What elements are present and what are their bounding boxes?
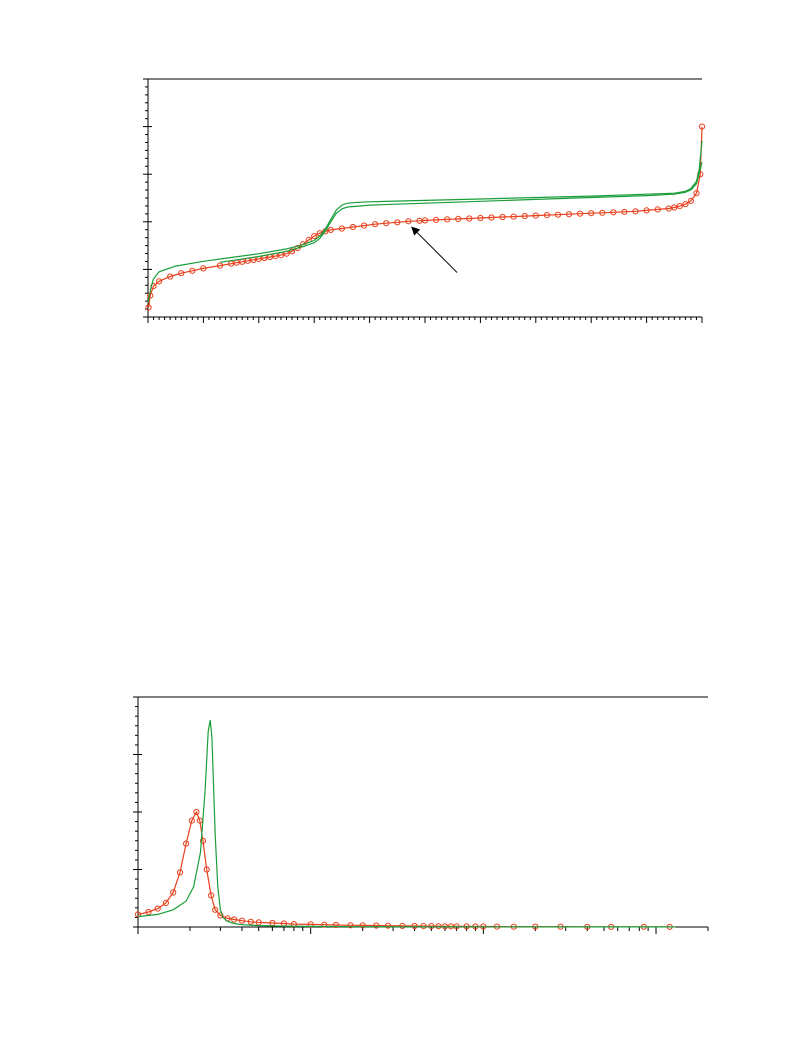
data-point (199, 837, 207, 844)
data-point (332, 921, 339, 929)
data-point (193, 808, 200, 816)
data-point (384, 922, 391, 929)
data-point (217, 912, 224, 919)
plot-top (143, 78, 706, 323)
data-point (499, 213, 506, 221)
data-point (189, 267, 196, 274)
data-point (311, 233, 318, 240)
data-point (188, 817, 195, 824)
data-point (307, 921, 314, 928)
data-point (510, 213, 517, 220)
data-point (521, 213, 528, 220)
data-point (176, 869, 184, 876)
data-point (231, 916, 238, 923)
data-point (383, 220, 390, 227)
data-point (643, 207, 650, 214)
data-point (361, 222, 368, 229)
data-point (167, 273, 174, 280)
annotation-arrow-head (411, 226, 421, 236)
data-point (610, 209, 617, 216)
data-point (145, 304, 152, 311)
data-point (238, 917, 246, 924)
data-point (554, 211, 562, 218)
data-point (588, 210, 595, 217)
data-point (433, 216, 440, 223)
data-point (338, 225, 345, 232)
data-point (428, 923, 435, 930)
data-point (599, 209, 606, 216)
data-point (212, 906, 219, 913)
data-point (183, 840, 190, 847)
data-point (532, 212, 539, 219)
data-point (372, 221, 379, 228)
data-point (488, 214, 495, 221)
series-line-model (137, 719, 676, 928)
data-point (693, 190, 700, 197)
data-point (373, 922, 380, 929)
data-point (405, 218, 412, 225)
data-point (178, 270, 185, 277)
series-line-measured (148, 126, 703, 308)
data-point (288, 248, 296, 255)
plot-bottom (133, 696, 709, 934)
data-point (420, 923, 427, 930)
data-point (477, 214, 484, 222)
data-point (145, 908, 152, 916)
data-point (543, 212, 551, 219)
data-point (162, 899, 169, 907)
data-point (671, 204, 678, 211)
data-point (203, 866, 210, 873)
data-point (216, 262, 224, 269)
data-point (170, 889, 177, 896)
data-point (399, 922, 406, 930)
data-point (632, 208, 639, 215)
data-point (154, 905, 161, 912)
data-point (247, 918, 254, 925)
data-point (208, 892, 215, 899)
data-point (421, 217, 429, 224)
data-point (394, 219, 401, 226)
data-point (682, 201, 689, 208)
series-line-model (219, 162, 703, 263)
data-point (577, 210, 584, 217)
data-point (466, 215, 473, 222)
series-line-model (147, 140, 703, 303)
data-point (411, 922, 418, 930)
data-point (349, 223, 357, 231)
data-point (444, 216, 451, 223)
data-point (359, 922, 366, 929)
data-point (654, 206, 661, 213)
data-point (321, 921, 328, 928)
data-point (156, 278, 163, 285)
data-point (455, 215, 462, 222)
data-point (347, 922, 354, 929)
data-point (327, 226, 334, 233)
data-point (676, 203, 683, 210)
data-point (621, 208, 628, 215)
data-point (200, 265, 207, 272)
annotation-arrow-line (413, 229, 458, 273)
data-point (687, 197, 695, 204)
data-point (134, 911, 142, 918)
data-point (698, 123, 706, 130)
data-point (565, 211, 573, 218)
